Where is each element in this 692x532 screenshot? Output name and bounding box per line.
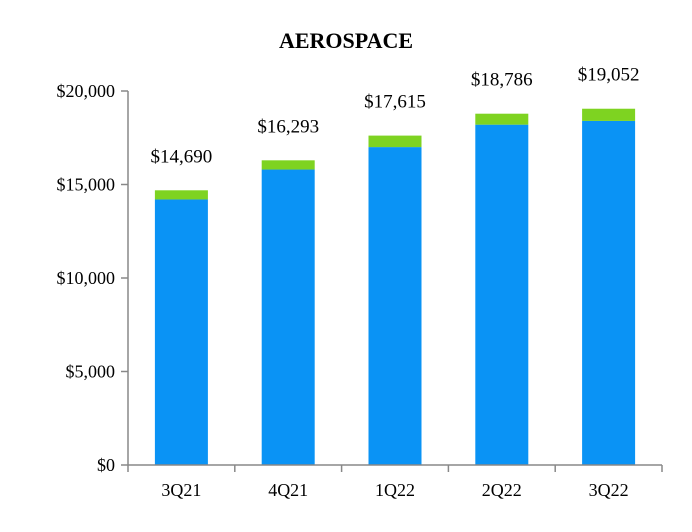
y-tick-label: $15,000 (57, 175, 116, 195)
data-label: $18,786 (471, 70, 533, 91)
bar-segment-top (368, 135, 422, 148)
data-label: $16,293 (257, 116, 319, 137)
x-tick-label: 2Q22 (482, 480, 522, 500)
bar-segment-top (475, 113, 529, 125)
data-label: $19,052 (578, 65, 640, 86)
y-tick-label: $10,000 (57, 268, 116, 288)
y-tick-label: $5,000 (66, 362, 116, 382)
bar-segment-main (261, 169, 315, 466)
bar-segment-top (261, 160, 315, 170)
bar-segment-main (368, 147, 422, 465)
bar-segment-top (582, 108, 636, 121)
chart-title: AEROSPACE (279, 28, 413, 53)
data-label: $17,615 (364, 92, 426, 113)
bar-segment-main (582, 120, 636, 466)
bar-segment-main (475, 124, 529, 465)
y-tick-label: $20,000 (57, 81, 116, 101)
chart-marks: $0 $5,000 $10,000 $15,000 $20,000 $14,690 3Q21… (57, 65, 663, 500)
x-tick-label: 1Q22 (375, 480, 415, 500)
data-label: $14,690 (151, 146, 213, 167)
x-tick-label: 4Q21 (268, 480, 308, 500)
bar-segment-top (154, 190, 208, 200)
x-tick-label: 3Q21 (161, 480, 201, 500)
y-tick-label: $0 (97, 455, 115, 475)
bar-segment-main (154, 199, 208, 465)
x-tick-label: 3Q22 (589, 480, 629, 500)
